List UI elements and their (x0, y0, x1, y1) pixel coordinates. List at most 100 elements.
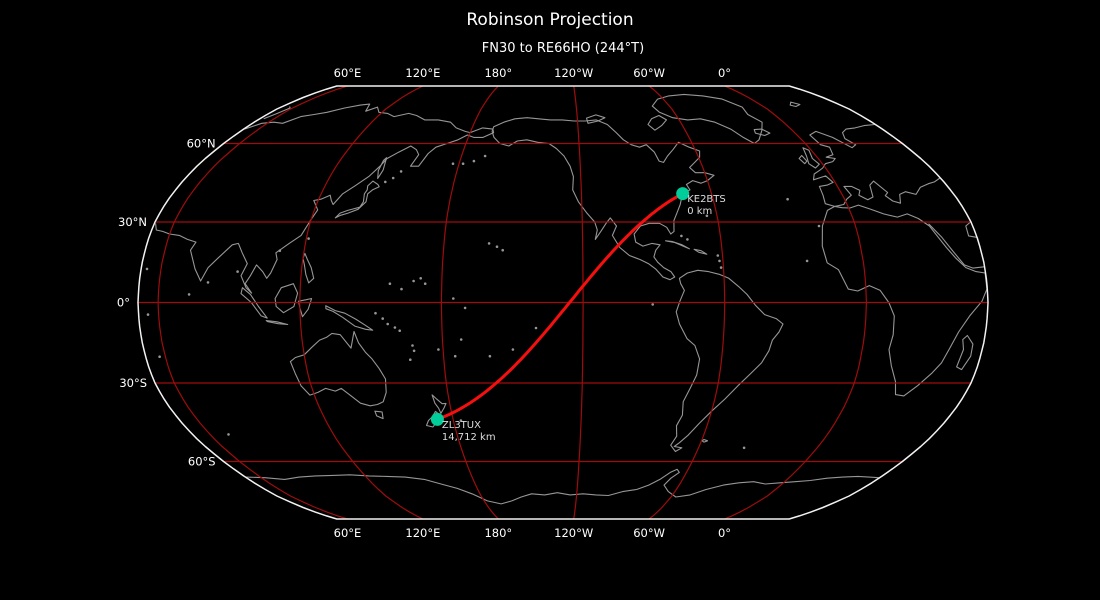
lon-tick-label-top: 60°W (633, 66, 665, 80)
island-dot (805, 259, 809, 263)
coastline-new-zealand-north (431, 394, 447, 414)
island-dot (399, 170, 403, 173)
lon-tick-label-bottom: 120°E (405, 526, 440, 540)
island-dot (452, 297, 455, 300)
island-dot (488, 354, 492, 358)
coastline-hispaniola (693, 248, 708, 255)
island-dot (716, 254, 720, 257)
page-title: Robinson Projection (466, 10, 634, 30)
coastline-sakhalin (377, 157, 388, 180)
station-distance-label: 0 km (687, 206, 712, 217)
island-dot (534, 326, 538, 330)
station-callsign-label: ZL3TUX (442, 420, 481, 431)
coastline-cuba (665, 240, 690, 250)
island-dot (461, 162, 465, 165)
coastline-antarctica (246, 468, 879, 505)
lat-tick-label: 0° (117, 296, 130, 310)
island-dot (187, 293, 191, 296)
lon-tick-label-bottom: 120°W (554, 526, 593, 540)
island-dot (437, 348, 440, 351)
island-dot (206, 281, 210, 284)
station-marker-ke2bts (676, 187, 690, 201)
lat-tick-label: 60°S (188, 455, 216, 469)
coastline-borneo (274, 283, 299, 314)
island-dot (158, 355, 161, 359)
island-dot (145, 267, 149, 271)
coastline-java (265, 319, 289, 326)
island-dot (742, 446, 746, 450)
island-dot (423, 282, 427, 286)
coastline-iceland (753, 128, 771, 137)
coastline-victoria-island (585, 114, 606, 124)
island-dot (391, 176, 395, 180)
island-dot (411, 344, 414, 347)
coastline-uk (802, 147, 820, 169)
coastline-novaya-zemlya (263, 106, 291, 120)
graticule-meridian (440, 85, 499, 520)
graticule-meridian (299, 85, 424, 520)
island-dot (451, 162, 455, 165)
island-dot (651, 303, 654, 306)
island-dot (459, 419, 463, 422)
island-dot (511, 348, 515, 351)
lon-tick-label-bottom: 60°E (334, 526, 362, 540)
great-circle-path (435, 192, 685, 421)
island-dot (227, 433, 230, 436)
graticule-meridian (573, 85, 584, 520)
island-dot (146, 313, 150, 316)
island-dot (400, 287, 403, 291)
station-marker-zl3tux (430, 412, 444, 426)
graticule-meridian (648, 85, 726, 520)
island-dot (388, 282, 392, 286)
island-dot (419, 277, 423, 280)
coastline-arabia-north (965, 221, 977, 238)
coastline-madagascar (956, 334, 974, 371)
island-dot (483, 154, 487, 158)
island-dot (307, 237, 310, 240)
coastline-japan (334, 180, 380, 219)
station-callsign-label: KE2BTS (687, 194, 726, 205)
lon-tick-label-bottom: 60°W (633, 526, 665, 540)
island-dot (381, 317, 385, 320)
coastline-africa (821, 204, 988, 397)
island-dot (463, 306, 467, 310)
coastline-ireland (798, 154, 808, 165)
coastline-sumatra (240, 287, 268, 319)
lat-tick-label: 30°N (118, 215, 147, 229)
map-outline (137, 85, 989, 520)
island-dot (386, 322, 390, 326)
island-dot (686, 238, 689, 241)
island-dot (705, 214, 709, 218)
coastline-new-guinea (325, 305, 374, 331)
coastline-europe (809, 123, 941, 207)
coastline-arabia (928, 223, 985, 269)
island-dot (459, 338, 463, 341)
lon-tick-label-top: 60°E (334, 66, 362, 80)
coastline-australia (289, 330, 387, 407)
coastline-svalbard (789, 101, 801, 108)
island-dot (495, 245, 499, 248)
coastline-baffin (647, 114, 668, 131)
coastline-philippines (302, 252, 315, 284)
coastline-north-america (491, 117, 715, 281)
island-dot (501, 248, 505, 252)
lon-tick-label-top: 180° (484, 66, 512, 80)
island-dot (393, 326, 397, 329)
station-distance-label: 14,712 km (442, 432, 496, 443)
lon-tick-label-bottom: 180° (484, 526, 512, 540)
island-dot (718, 259, 721, 263)
graticule-meridian (157, 85, 348, 520)
island-dot (412, 349, 416, 353)
island-dot (786, 197, 789, 201)
lon-tick-label-top: 0° (718, 66, 731, 80)
island-dot (817, 224, 821, 228)
island-dot (487, 242, 491, 245)
island-dot (409, 358, 412, 362)
coastline-greenland (651, 93, 763, 145)
lon-tick-label-top: 120°W (554, 66, 593, 80)
island-dot (412, 279, 415, 283)
graticule-meridian (724, 85, 868, 520)
island-dot (374, 311, 377, 315)
lat-tick-label: 30°S (119, 376, 147, 390)
